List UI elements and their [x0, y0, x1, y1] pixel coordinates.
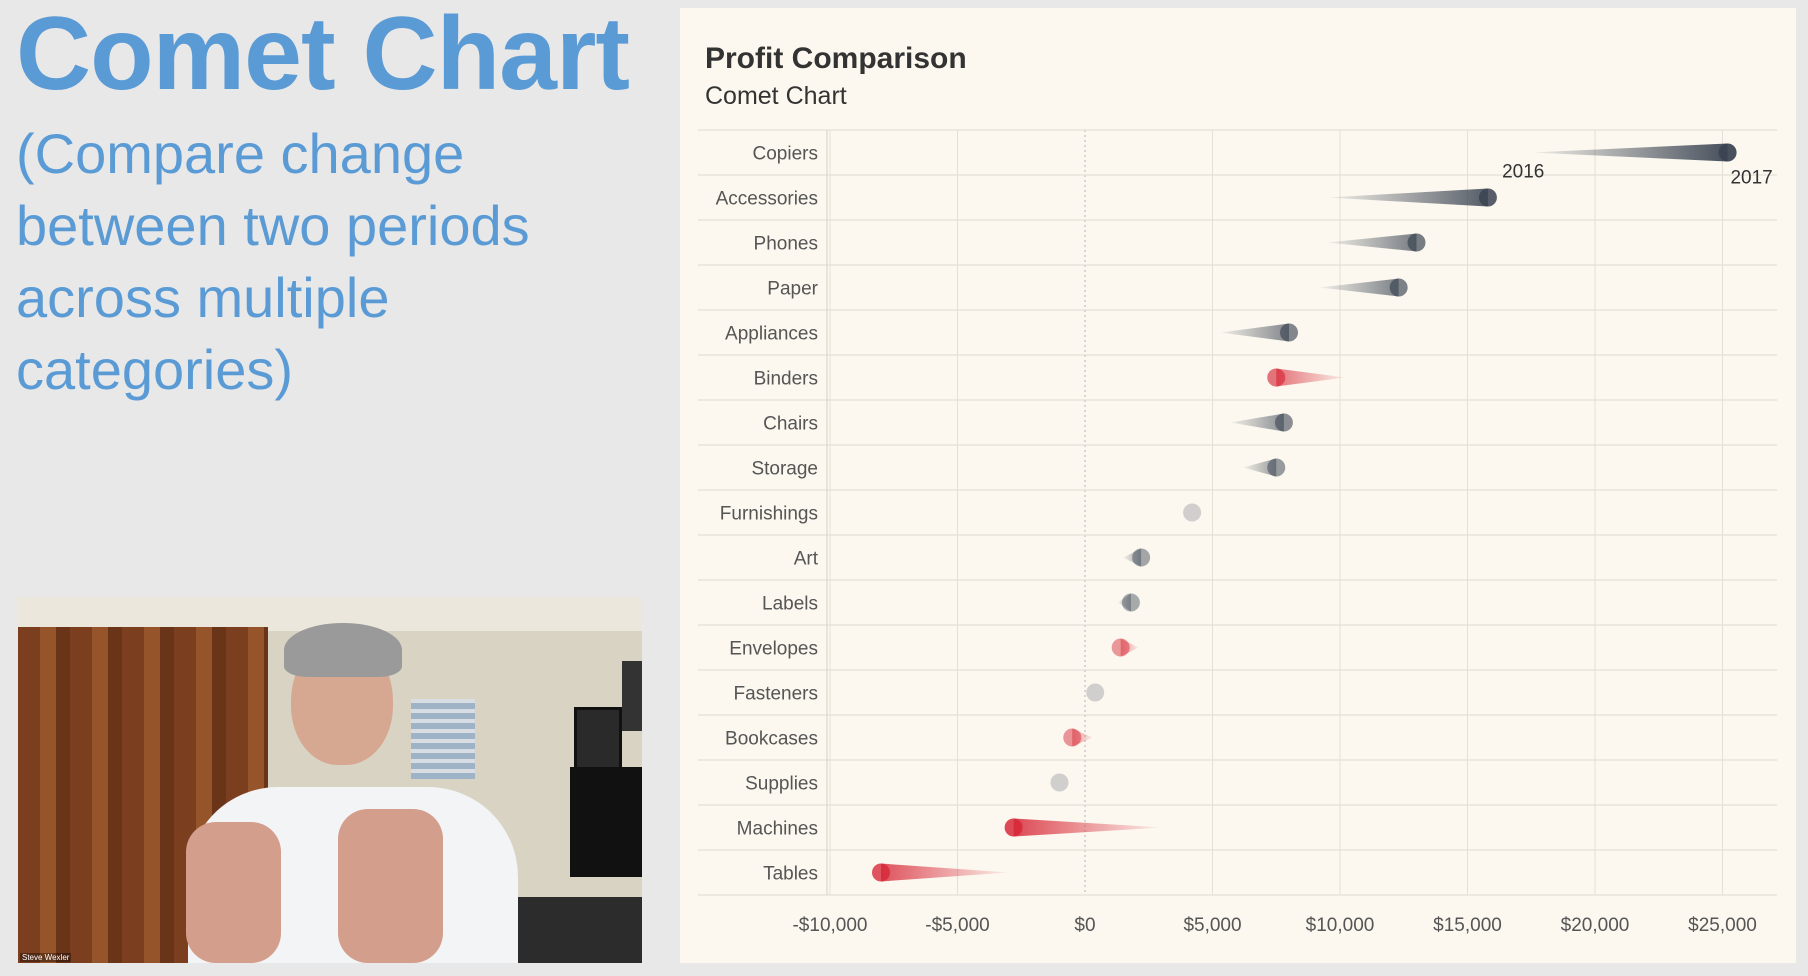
period-end-label: 2017: [1730, 168, 1772, 189]
comet-head: [1267, 458, 1286, 477]
comet-tail: [1327, 188, 1488, 207]
slide-title: Comet Chart: [16, 0, 630, 112]
x-tick-label: $0: [1074, 915, 1095, 936]
chart-subtitle: Comet Chart: [705, 82, 847, 110]
video-monitor: [570, 767, 642, 877]
comet-head: [1050, 773, 1069, 792]
category-label: Supplies: [745, 774, 818, 795]
comet-head: [1004, 818, 1023, 837]
presenter-left-hand: [186, 822, 281, 963]
category-label: Storage: [751, 459, 818, 480]
x-tick-label: $15,000: [1433, 915, 1502, 936]
comet-head: [1267, 368, 1286, 387]
category-label: Art: [794, 549, 819, 570]
presenter-video: Steve Wexler: [18, 597, 642, 963]
comet-head: [1280, 323, 1298, 342]
comet-tail: [1243, 458, 1277, 477]
slide-subtitle: (Compare change between two periods acro…: [16, 122, 530, 401]
category-label: Machines: [737, 819, 818, 840]
comet-head: [1389, 278, 1408, 297]
x-tick-label: -$5,000: [925, 915, 989, 936]
comet-tail: [1230, 413, 1284, 432]
x-tick-label: $25,000: [1688, 915, 1757, 936]
comet-tail: [1013, 818, 1162, 837]
category-label: Fasteners: [734, 684, 818, 705]
comet-head: [1121, 593, 1140, 612]
comet-head: [872, 863, 890, 882]
presenter-right-hand: [338, 809, 443, 963]
comet-head: [1407, 233, 1426, 252]
category-label: Envelopes: [729, 639, 818, 660]
x-tick-label: $10,000: [1306, 915, 1375, 936]
video-poster: [411, 699, 475, 779]
category-label: Furnishings: [720, 504, 818, 525]
category-label: Labels: [762, 594, 818, 615]
comet-tail: [1276, 368, 1346, 387]
chart-panel: Profit Comparison Comet Chart -$10,000 -$…: [680, 8, 1796, 963]
comet-tail: [1531, 143, 1728, 162]
category-label: Appliances: [725, 324, 818, 345]
category-label: Paper: [767, 279, 818, 300]
comet-tail: [881, 863, 1009, 882]
comet-chart: -$10,000 -$5,000 $0 $5,000 $10,000 $15,000 $20…: [698, 129, 1777, 936]
comet-head: [1063, 728, 1082, 747]
video-caption: Steve Wexler: [20, 953, 72, 962]
category-label: Tables: [763, 864, 818, 885]
comet-tail: [1220, 323, 1289, 342]
category-label: Accessories: [716, 189, 818, 210]
video-picture-frame-2: [622, 661, 642, 731]
category-label: Copiers: [753, 144, 818, 165]
comet-tail: [1123, 548, 1142, 567]
category-label: Phones: [754, 234, 818, 255]
category-label: Binders: [754, 369, 818, 390]
comet-head: [1718, 143, 1737, 162]
comet-head: [1111, 638, 1130, 657]
chart-title: Profit Comparison: [705, 42, 967, 75]
comet-tail: [1118, 593, 1131, 612]
presenter-hair: [284, 623, 402, 677]
category-label: Chairs: [763, 414, 818, 435]
comet-head: [1478, 188, 1497, 207]
comet-head: [1132, 548, 1151, 567]
period-start-label: 2016: [1502, 162, 1544, 183]
comet-head: [1086, 683, 1105, 702]
comet-tail: [1072, 728, 1093, 747]
comet-tail: [1327, 233, 1417, 252]
category-label: Bookcases: [725, 729, 818, 750]
x-tick-label: -$10,000: [792, 915, 867, 936]
comet-head: [1183, 503, 1202, 522]
comet-tail: [1319, 278, 1399, 297]
comet-tail: [1120, 638, 1139, 657]
comet-head: [1274, 413, 1293, 432]
x-tick-label: $5,000: [1183, 915, 1241, 936]
x-tick-label: $20,000: [1561, 915, 1630, 936]
